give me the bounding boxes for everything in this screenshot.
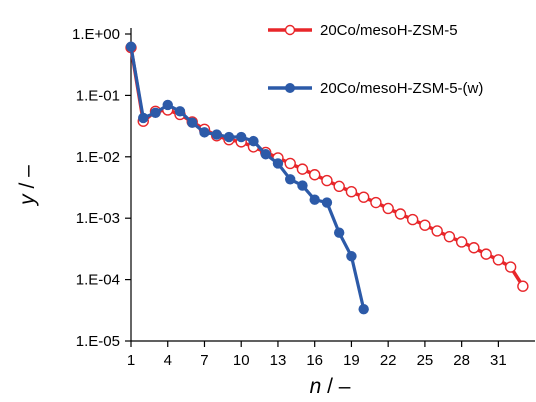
data-point-series-1 [504,261,517,273]
x-tick-label: 4 [164,352,172,369]
axes [130,28,535,342]
y-axis-title: y / – [16,165,39,207]
data-point-series-2 [333,227,345,238]
data-point-series-2 [187,117,198,128]
data-point-series-2 [138,112,149,124]
x-tick-label: 19 [343,352,360,369]
data-point-series-2 [248,135,259,147]
data-point-series-1 [284,157,296,170]
data-point-series-1 [296,163,309,175]
data-point-series-2 [236,131,247,143]
data-point-series-1 [406,213,419,226]
legend-swatch-marker-series-1 [284,24,296,36]
data-point-series-2 [174,106,186,117]
data-point-series-1 [443,230,456,243]
data-point-series-1 [431,225,443,237]
y-tick-label: 1.E-03 [76,210,120,227]
data-point-series-1 [308,169,321,181]
y-tick-label: 1.E-05 [76,333,120,350]
data-point-series-2 [199,127,210,138]
data-point-series-2 [285,174,296,185]
data-point-series-2 [321,197,333,208]
y-tick-label: 1.E-04 [76,272,120,289]
data-point-series-1 [370,196,382,209]
data-point-series-1 [517,280,529,292]
legend-item-series-2: 20Co/mesoH-ZSM-5-(w) [268,80,483,97]
x-tick-label: 7 [200,352,208,369]
legend-swatch-marker-series-2 [285,83,295,93]
data-point-series-2 [358,303,369,315]
x-tick-label: 1 [127,352,135,369]
legend-item-series-1: 20Co/mesoH-ZSM-5 [268,22,458,39]
legend-label-series-2: 20Co/mesoH-ZSM-5-(w) [320,80,483,97]
data-point-series-2 [272,158,284,169]
data-point-series-2 [297,180,308,191]
data-point-series-1 [492,254,505,266]
data-point-series-1 [468,242,480,254]
x-tick-label: 28 [453,352,470,369]
x-tick-label: 31 [490,352,507,369]
x-tick-label: 16 [306,352,323,369]
data-point-series-1 [480,248,492,260]
data-point-series-1 [333,180,345,193]
series-layer [125,41,529,315]
x-ticks: 1 4 7 10 13 16 19 22 25 28 31 [127,341,507,369]
data-point-series-1 [345,186,358,198]
data-point-series-2 [346,251,357,262]
y-tick-label: 1.E+00 [72,26,120,43]
x-axis-title: n / – [310,375,351,398]
data-point-series-1 [455,236,468,248]
y-ticks: 1.E-05 1.E-04 1.E-03 1.E-02 1.E-01 1.E+00 [72,26,131,350]
x-tick-label: 22 [380,352,397,369]
data-point-series-2 [260,149,271,160]
data-point-series-2 [309,194,320,205]
y-tick-label: 1.E-02 [76,149,120,166]
data-point-series-2 [211,129,222,140]
x-tick-label: 13 [270,352,287,369]
y-tick-label: 1.E-01 [76,87,120,104]
data-point-series-2 [150,107,161,119]
x-tick-label: 10 [233,352,250,369]
data-point-series-1 [382,202,394,215]
data-point-series-2 [162,99,173,111]
legend-label-series-1: 20Co/mesoH-ZSM-5 [320,22,458,39]
data-point-series-1 [419,219,431,231]
data-point-series-2 [223,131,235,143]
data-point-series-1 [394,208,407,220]
legend: 20Co/mesoH-ZSM-5 20Co/mesoH-ZSM-5-(w) [268,22,483,97]
data-point-series-2 [125,41,137,52]
x-tick-label: 25 [417,352,434,369]
data-point-series-1 [321,174,333,187]
data-point-series-1 [357,191,370,203]
